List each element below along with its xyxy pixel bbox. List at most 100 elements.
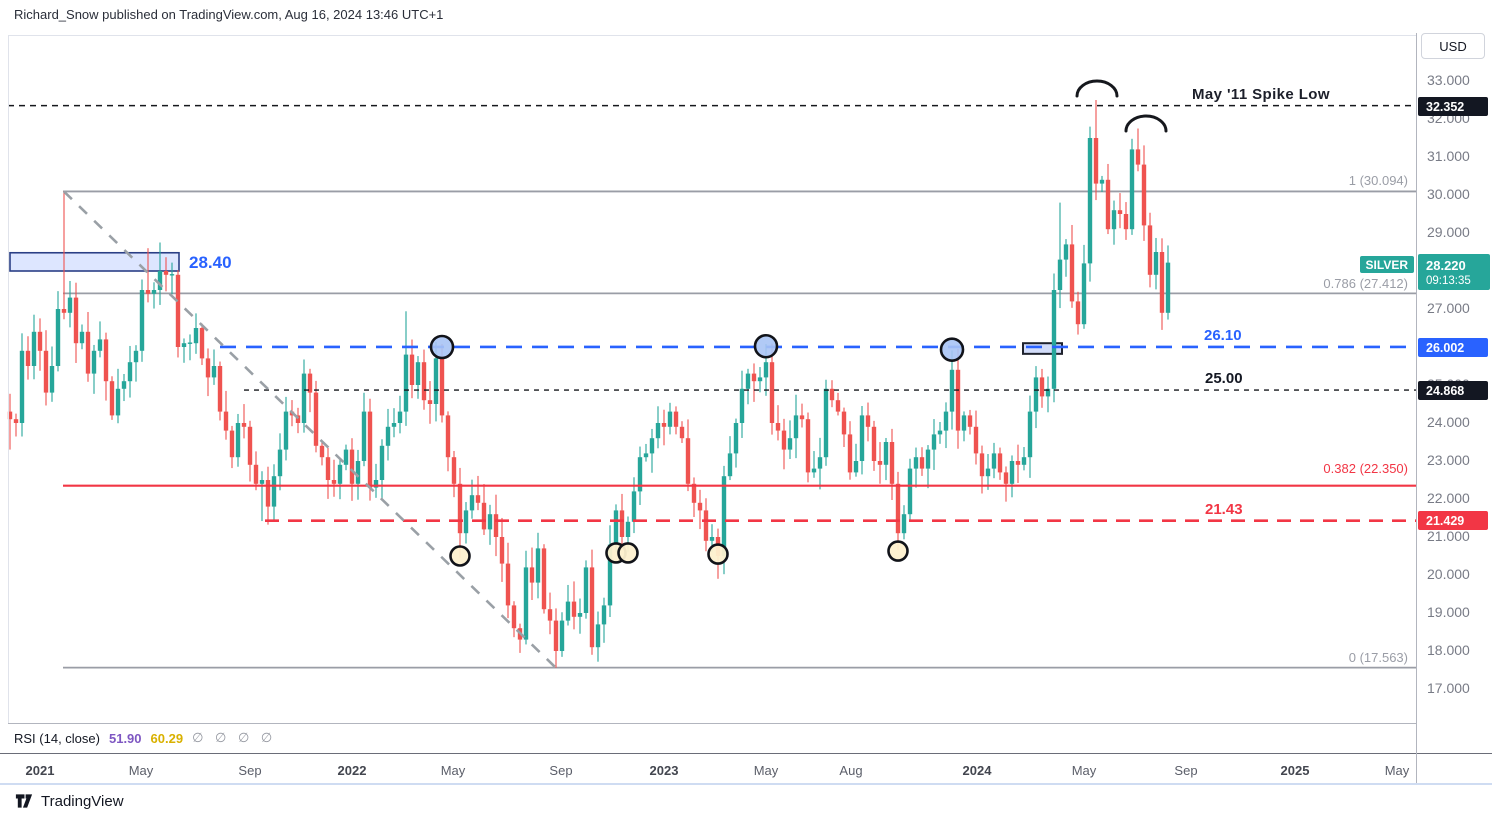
candle-up bbox=[1009, 461, 1015, 484]
bar-countdown: 09:13:35 bbox=[1426, 274, 1471, 287]
candle-up bbox=[745, 373, 751, 389]
candle-up bbox=[235, 423, 241, 458]
candle-down bbox=[199, 328, 205, 359]
yellow-marker-circle[interactable] bbox=[887, 540, 909, 562]
candle-down bbox=[331, 480, 337, 484]
candle-up bbox=[343, 449, 349, 465]
level-25-label[interactable]: 25.00 bbox=[1205, 370, 1243, 387]
candle-up bbox=[925, 449, 931, 469]
candle-up bbox=[463, 510, 469, 534]
candle-down bbox=[673, 411, 679, 427]
candle-up bbox=[19, 350, 25, 423]
rsi-empty-values: ∅ ∅ ∅ ∅ bbox=[192, 730, 277, 745]
candle-up bbox=[937, 430, 943, 435]
last-price: 28.220 bbox=[1426, 257, 1466, 273]
candle-down bbox=[43, 350, 49, 393]
candle-up bbox=[1021, 457, 1027, 465]
yellow-marker-circle[interactable] bbox=[707, 543, 729, 565]
supply-zone-box[interactable] bbox=[9, 251, 180, 272]
supply-zone-label[interactable]: 28.40 bbox=[189, 253, 232, 272]
fib-0786-label: 0.786 (27.412) bbox=[1323, 276, 1408, 291]
candle-down bbox=[307, 373, 313, 393]
candle-down bbox=[1135, 149, 1141, 165]
candle-up bbox=[853, 461, 859, 473]
candle-down bbox=[439, 358, 445, 416]
candle-up bbox=[277, 449, 283, 477]
candle-down bbox=[835, 400, 841, 412]
candle-down bbox=[481, 502, 487, 530]
candle-up bbox=[259, 480, 265, 484]
candle-up bbox=[1111, 210, 1117, 230]
blue-marker-circle[interactable] bbox=[753, 333, 779, 359]
candle-down bbox=[829, 388, 835, 401]
peak-arc[interactable] bbox=[1124, 114, 1168, 133]
candle-down bbox=[499, 537, 505, 564]
candle-up bbox=[1045, 388, 1051, 397]
price-tick: 29.000 bbox=[1427, 224, 1470, 240]
candle-up bbox=[301, 373, 307, 423]
candle-down bbox=[775, 423, 781, 431]
price-tag-25: 24.868 bbox=[1418, 381, 1488, 400]
candle-down bbox=[145, 290, 151, 294]
price-tick: 19.000 bbox=[1427, 604, 1470, 620]
blue-marker-circle[interactable] bbox=[939, 337, 965, 362]
time-tick: 2025 bbox=[1280, 763, 1310, 778]
candle-down bbox=[661, 423, 667, 427]
candle-up bbox=[211, 366, 217, 378]
candle-down bbox=[691, 483, 697, 503]
price-tick: 27.000 bbox=[1427, 300, 1470, 316]
candle-down bbox=[1159, 252, 1165, 313]
currency-button[interactable]: USD bbox=[1421, 33, 1485, 59]
candle-up bbox=[385, 426, 391, 446]
price-tag-spike-low: 32.352 bbox=[1418, 97, 1488, 116]
candle-up bbox=[169, 274, 175, 276]
blue-marker-circle[interactable] bbox=[429, 334, 455, 360]
candle-up bbox=[583, 567, 589, 613]
tradingview-logo-icon bbox=[15, 794, 33, 808]
candle-up bbox=[631, 491, 637, 522]
candle-up bbox=[469, 495, 475, 511]
candle-down bbox=[997, 453, 1003, 473]
candle-down bbox=[229, 430, 235, 458]
time-tick: May bbox=[1071, 763, 1097, 778]
time-tick: May bbox=[128, 763, 154, 778]
tradingview-logo[interactable]: TradingView bbox=[14, 792, 124, 810]
candle-down bbox=[421, 362, 427, 401]
candle-down bbox=[769, 362, 775, 423]
fib-1-label: 1 (30.094) bbox=[1348, 173, 1408, 188]
byline: Richard_Snow published on TradingView.co… bbox=[14, 7, 444, 22]
candle-down bbox=[553, 620, 559, 651]
price-tick: 22.000 bbox=[1427, 490, 1470, 506]
candle-up bbox=[133, 350, 139, 363]
candle-up bbox=[97, 339, 103, 351]
price-axis[interactable]: USD 33.00032.00031.00030.00029.00028.000… bbox=[1417, 33, 1492, 753]
price-tick: 23.000 bbox=[1427, 452, 1470, 468]
candle-up bbox=[373, 480, 379, 488]
pane-divider[interactable] bbox=[8, 723, 1416, 724]
may11-spike-low-label[interactable]: May '11 Spike Low bbox=[1192, 86, 1330, 103]
time-axis[interactable]: 2021 May Sep 2022 May Sep 2023 May Aug 2024 May Sep… bbox=[0, 754, 1492, 783]
time-tick: Sep bbox=[238, 763, 262, 778]
peak-arc[interactable] bbox=[1075, 79, 1119, 98]
support-2143-label[interactable]: 21.43 bbox=[1205, 501, 1243, 518]
price-tag-26: 26.002 bbox=[1418, 338, 1488, 357]
candle-up bbox=[31, 331, 37, 366]
candle-down bbox=[427, 400, 433, 404]
time-tick: Aug bbox=[839, 763, 863, 778]
candle-up bbox=[613, 510, 619, 545]
candle-down bbox=[1015, 461, 1021, 465]
yellow-marker-circle[interactable] bbox=[449, 545, 471, 567]
candle-down bbox=[805, 419, 811, 473]
resistance-26-label[interactable]: 26.10 bbox=[1204, 327, 1242, 344]
candle-up bbox=[931, 434, 937, 450]
candle-up bbox=[67, 297, 73, 313]
yellow-marker-circle[interactable] bbox=[617, 542, 639, 564]
breakout-zone-box[interactable] bbox=[1022, 342, 1063, 355]
candle-down bbox=[511, 605, 517, 629]
candle-up bbox=[283, 411, 289, 450]
candle-up bbox=[991, 453, 997, 469]
downtrend-line[interactable] bbox=[63, 190, 558, 670]
candle-up bbox=[487, 514, 493, 530]
